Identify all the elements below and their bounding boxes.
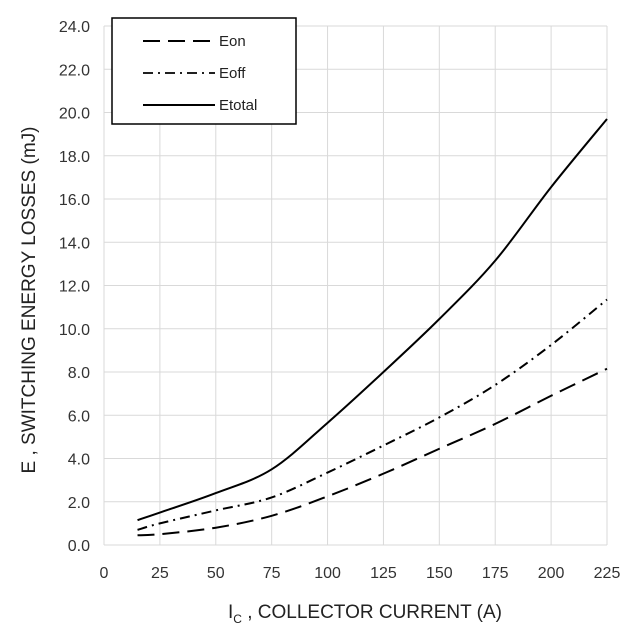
legend-eoff-label: Eoff <box>219 65 246 82</box>
y-tick-label: 12.0 <box>59 279 90 296</box>
legend: Eon Eoff Etotal <box>111 17 297 125</box>
series-lines <box>137 118 608 537</box>
x-axis-title-rest: , COLLECTOR CURRENT (A) <box>242 602 502 623</box>
y-axis-title: E , SWITCHING ENERGY LOSSES (mJ) <box>19 127 40 474</box>
x-axis-title: IC , COLLECTOR CURRENT (A) <box>228 602 502 626</box>
x-tick-label: 25 <box>151 565 169 582</box>
x-tick-label: 50 <box>207 565 225 582</box>
series-line-etotal <box>137 118 608 522</box>
x-tick-label: 150 <box>426 565 453 582</box>
y-tick-label: 24.0 <box>59 19 90 36</box>
y-tick-label: 16.0 <box>59 192 90 209</box>
series-line-eoff <box>137 298 608 531</box>
legend-etotal-label: Etotal <box>219 97 257 114</box>
y-tick-label: 22.0 <box>59 62 90 79</box>
x-tick-label: 0 <box>100 565 109 582</box>
x-tick-label: 200 <box>538 565 565 582</box>
series-line-eon <box>137 367 608 537</box>
y-tick-labels: 0.0 2.0 4.0 6.0 8.0 10.0 12.0 14.0 16.0 18.0 20.0 2… <box>59 19 90 555</box>
x-tick-label: 175 <box>482 565 509 582</box>
y-tick-label: 6.0 <box>68 408 90 425</box>
y-tick-label: 0.0 <box>68 538 90 555</box>
legend-eon-label: Eon <box>219 33 246 50</box>
x-tick-labels: 0 25 50 75 100 125 150 175 200 225 <box>100 565 621 582</box>
y-tick-label: 4.0 <box>68 452 90 469</box>
y-tick-label: 14.0 <box>59 235 90 252</box>
y-tick-label: 8.0 <box>68 365 90 382</box>
x-axis-title-subscript: C <box>233 612 242 626</box>
x-tick-label: 100 <box>314 565 341 582</box>
y-tick-label: 18.0 <box>59 149 90 166</box>
x-tick-label: 75 <box>263 565 281 582</box>
legend-box <box>111 17 297 125</box>
y-tick-label: 2.0 <box>68 495 90 512</box>
x-tick-label: 125 <box>370 565 397 582</box>
y-tick-label: 20.0 <box>59 106 90 123</box>
x-axis-title-main: I <box>228 602 233 623</box>
y-tick-label: 10.0 <box>59 322 90 339</box>
x-tick-label: 225 <box>594 565 621 582</box>
